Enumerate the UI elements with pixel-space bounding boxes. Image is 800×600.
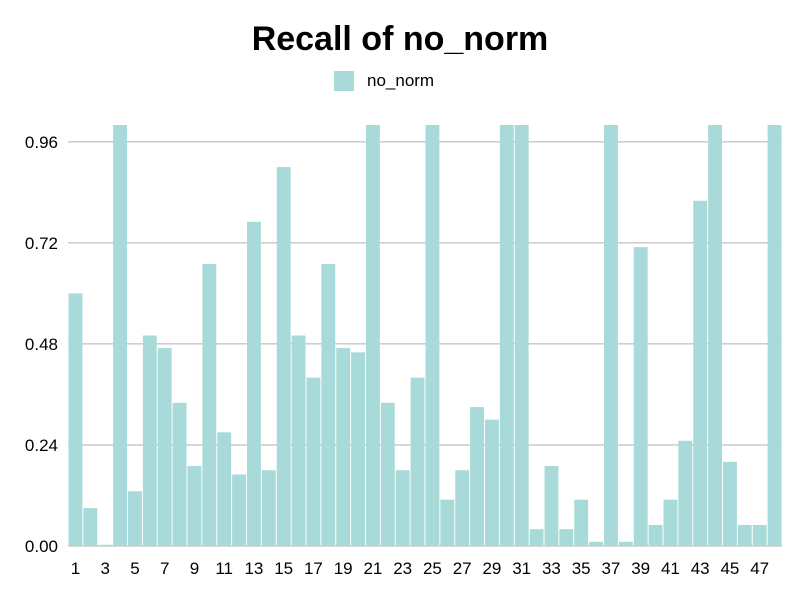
- x-tick-label: 5: [130, 559, 139, 578]
- bar: [708, 125, 722, 546]
- bar: [499, 125, 514, 546]
- bar: [68, 293, 83, 546]
- x-tick-label: 11: [215, 559, 233, 578]
- x-tick-label: 27: [453, 559, 472, 578]
- bar: [589, 541, 603, 546]
- bar: [440, 499, 455, 546]
- y-tick-label: 0.24: [25, 436, 58, 455]
- legend-swatch: [334, 71, 354, 91]
- legend-label: no_norm: [367, 71, 435, 90]
- bar: [648, 524, 663, 546]
- bar: [366, 125, 380, 546]
- bar: [574, 499, 589, 546]
- bar: [261, 470, 276, 546]
- bar: [559, 529, 574, 546]
- bar: [306, 377, 321, 546]
- x-tick-label: 39: [631, 559, 650, 578]
- bar: [380, 402, 395, 546]
- bar: [142, 335, 157, 546]
- bar: [157, 348, 172, 546]
- x-axis: 1 3 5 7 9 11 13 15 17 19 21 23 25 27 29 31 33 35 37 39 41 43 4…: [71, 559, 769, 578]
- bar: [217, 432, 232, 546]
- bar: [83, 508, 98, 546]
- y-axis: 0.00 0.24 0.48 0.72 0.96: [25, 133, 58, 556]
- bar: [232, 474, 246, 546]
- bar: [321, 263, 336, 546]
- bar: [633, 247, 648, 546]
- x-tick-label: 21: [363, 559, 382, 578]
- bar: [247, 221, 261, 546]
- bar: [752, 524, 767, 546]
- y-tick-label: 0.72: [25, 234, 58, 253]
- chart-title: Recall of no_norm: [251, 20, 549, 58]
- bar: [395, 470, 410, 546]
- bar: [291, 335, 306, 546]
- bar: [172, 402, 187, 546]
- x-tick-label: 41: [661, 559, 680, 578]
- bar: [618, 541, 633, 546]
- legend: no_norm: [334, 70, 434, 92]
- bars: [68, 125, 782, 546]
- x-tick-label: 1: [71, 559, 80, 578]
- x-tick-label: 43: [691, 559, 710, 578]
- bar: [276, 167, 291, 546]
- x-tick-label: 7: [160, 559, 169, 578]
- x-tick-label: 19: [334, 559, 353, 578]
- bar: [737, 524, 752, 546]
- x-tick-label: 23: [393, 559, 412, 578]
- bar: [336, 348, 351, 546]
- grid-lines: [68, 141, 782, 547]
- x-tick-label: 17: [304, 559, 323, 578]
- y-tick-label: 0.48: [25, 335, 58, 354]
- bar: [693, 200, 708, 546]
- bar: [113, 125, 127, 546]
- x-tick-label: 31: [512, 559, 531, 578]
- bar: [678, 440, 693, 546]
- x-tick-label: 9: [190, 559, 199, 578]
- bar: [470, 407, 484, 546]
- x-tick-label: 33: [542, 559, 561, 578]
- bar: [425, 125, 440, 546]
- bar: [663, 499, 678, 546]
- bar: [767, 125, 782, 546]
- bar: [529, 529, 544, 546]
- bar: [544, 466, 559, 546]
- bar: [98, 544, 113, 546]
- bar: [202, 263, 217, 546]
- x-tick-label: 3: [100, 559, 109, 578]
- x-tick-label: 13: [244, 559, 263, 578]
- bar: [604, 125, 618, 546]
- x-tick-label: 15: [274, 559, 293, 578]
- x-tick-label: 47: [750, 559, 769, 578]
- x-tick-label: 25: [423, 559, 442, 578]
- bar: [455, 470, 470, 546]
- y-tick-label: 0.96: [25, 133, 58, 152]
- bar: [485, 419, 499, 546]
- bar: [723, 461, 737, 546]
- bar: [128, 491, 142, 546]
- y-tick-label: 0.00: [25, 537, 58, 556]
- x-tick-label: 29: [482, 559, 501, 578]
- x-tick-label: 35: [572, 559, 591, 578]
- x-tick-label: 45: [720, 559, 739, 578]
- x-tick-label: 37: [601, 559, 620, 578]
- bar: [410, 377, 425, 546]
- bar: [514, 125, 529, 546]
- bar: [351, 352, 365, 546]
- bar: [187, 466, 202, 546]
